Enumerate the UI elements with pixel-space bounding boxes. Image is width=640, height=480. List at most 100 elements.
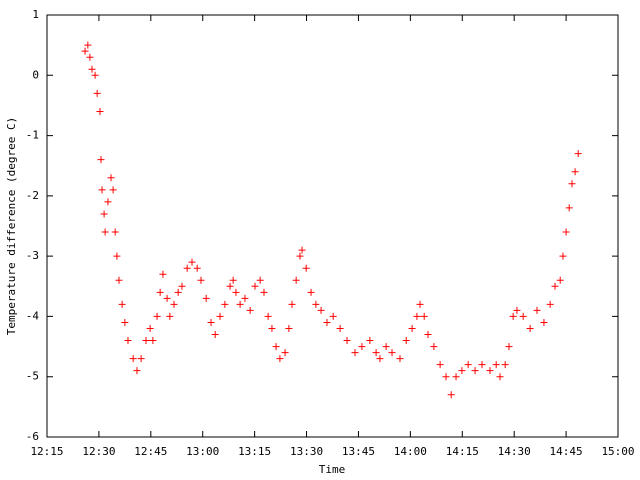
point: [562, 228, 570, 236]
point: [559, 252, 567, 260]
point: [312, 300, 320, 308]
point: [232, 288, 240, 296]
point: [97, 156, 105, 164]
point: [142, 337, 150, 345]
y-tick-label: -1: [26, 129, 39, 142]
point: [241, 294, 249, 302]
point: [307, 288, 315, 296]
point: [174, 288, 182, 296]
point: [115, 276, 123, 284]
point: [447, 391, 455, 399]
point: [501, 361, 509, 369]
point: [565, 204, 573, 212]
point: [178, 282, 186, 290]
point: [298, 246, 306, 254]
x-axis-label: Time: [319, 463, 346, 476]
point: [296, 252, 304, 260]
point: [124, 337, 132, 345]
point: [513, 306, 521, 314]
point: [519, 312, 527, 320]
point: [376, 355, 384, 363]
x-tick-label: 14:15: [446, 445, 479, 458]
point: [88, 65, 96, 73]
point: [256, 276, 264, 284]
point: [96, 107, 104, 115]
point: [226, 282, 234, 290]
x-tick-label: 13:15: [238, 445, 271, 458]
point: [505, 343, 513, 351]
point: [366, 337, 374, 345]
point: [170, 300, 178, 308]
point: [372, 349, 380, 357]
point: [526, 324, 534, 332]
x-tick-label: 13:30: [290, 445, 323, 458]
x-tick-label: 12:45: [134, 445, 167, 458]
point: [302, 264, 310, 272]
x-tick-label: 12:15: [30, 445, 63, 458]
point: [408, 324, 416, 332]
point: [211, 331, 219, 339]
plot-frame: [46, 14, 619, 438]
point: [84, 41, 92, 49]
point: [129, 355, 137, 363]
point: [343, 337, 351, 345]
point: [156, 288, 164, 296]
point: [100, 210, 108, 218]
point: [246, 306, 254, 314]
point: [104, 198, 112, 206]
y-tick-label: -3: [26, 249, 39, 262]
point: [317, 306, 325, 314]
point: [113, 252, 121, 260]
point: [121, 318, 129, 326]
point: [442, 373, 450, 381]
y-tick-label: -5: [26, 370, 39, 383]
y-tick-label: -6: [26, 430, 39, 443]
point: [268, 324, 276, 332]
point: [153, 312, 161, 320]
point: [288, 300, 296, 308]
y-tick-label: 0: [32, 68, 39, 81]
point: [424, 331, 432, 339]
point: [86, 53, 94, 61]
y-tick-label: -4: [26, 309, 40, 322]
x-tick-label: 12:30: [82, 445, 115, 458]
point: [91, 71, 99, 79]
point: [492, 361, 500, 369]
point: [118, 300, 126, 308]
point: [81, 47, 89, 55]
point: [137, 355, 145, 363]
point: [133, 367, 141, 375]
x-tick-label: 15:00: [601, 445, 634, 458]
point: [98, 186, 106, 194]
point: [93, 89, 101, 97]
point: [202, 294, 210, 302]
point: [509, 312, 517, 320]
point: [183, 264, 191, 272]
point: [276, 355, 284, 363]
point: [568, 180, 576, 188]
point: [109, 186, 117, 194]
point: [166, 312, 174, 320]
x-tick-label: 14:30: [498, 445, 531, 458]
point: [159, 270, 167, 278]
point: [229, 276, 237, 284]
point: [556, 276, 564, 284]
point: [251, 282, 259, 290]
point: [207, 318, 215, 326]
point: [285, 324, 293, 332]
point: [551, 282, 559, 290]
point: [221, 300, 229, 308]
point: [193, 264, 201, 272]
point: [496, 373, 504, 381]
point: [388, 349, 396, 357]
point: [107, 174, 115, 182]
point: [260, 288, 268, 296]
x-tick-label: 14:00: [394, 445, 427, 458]
point: [149, 337, 157, 345]
point: [323, 318, 331, 326]
point: [540, 318, 548, 326]
point: [452, 373, 460, 381]
point: [336, 324, 344, 332]
point: [292, 276, 300, 284]
